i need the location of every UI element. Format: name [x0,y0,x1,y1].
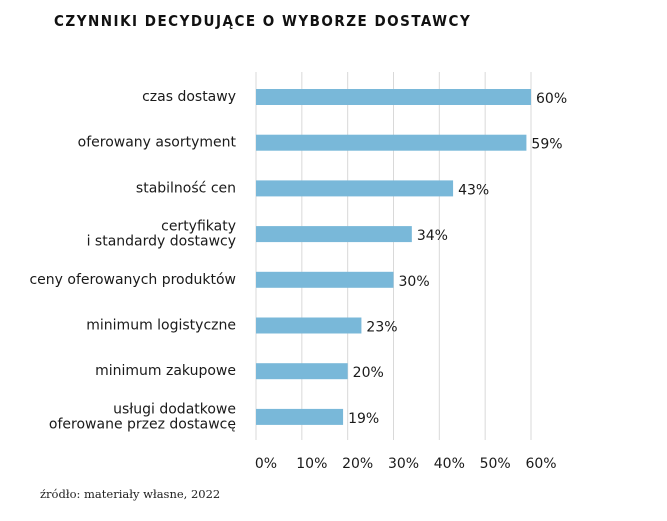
value-label: 19% [348,411,379,427]
x-tick-label: 30% [388,456,419,472]
category-label-line: i standardy dostawcy [87,234,236,250]
grid-lines [255,72,532,440]
category-label: certyfikaty i standardy dostawcy [87,219,236,250]
bar [256,408,344,425]
category-label-line: stabilność cen [136,180,236,196]
value-label: 30% [399,274,430,290]
value-label: 43% [458,182,489,198]
bars [256,89,531,425]
value-label: 59% [531,137,562,153]
category-label-line: oferowany asortyment [78,135,237,151]
value-label: 34% [417,228,448,244]
x-tick-label: 50% [480,456,511,472]
category-label: oferowany asortyment [78,135,237,151]
category-label: usługi dodatkowe oferowane przez dostawcę [49,401,236,432]
category-label-line: oferowane przez dostawcę [49,416,236,432]
value-label: 23% [366,320,397,336]
source-note: źródło: materiały własne, 2022 [40,487,221,501]
bar [256,180,454,197]
bar [256,134,527,151]
x-tick-label: 10% [296,456,327,472]
category-label: minimum logistyczne [86,318,236,334]
x-tick-label: 60% [525,456,556,472]
bar [256,226,412,243]
category-label-line: minimum zakupowe [95,363,236,379]
category-label-line: usługi dodatkowe [113,401,236,417]
category-labels: czas dostawy oferowany asortyment stabilno… [29,89,236,432]
bar [256,317,362,334]
category-label-line: czas dostawy [142,89,236,105]
value-label: 20% [353,365,384,381]
value-label: 60% [536,91,567,107]
bar [256,89,531,105]
category-label: czas dostawy [142,89,236,105]
bar [256,271,394,288]
category-label-line: ceny oferowanych produktów [29,272,236,288]
category-label: stabilność cen [136,180,236,196]
x-tick-label: 20% [342,456,373,472]
category-label: minimum zakupowe [95,363,236,379]
bar [256,363,348,380]
x-tick-label: 0% [255,456,277,472]
category-label-line: minimum logistyczne [86,318,236,334]
value-labels: 60% 59% 43% 34% 30% 23% 20% 19% [348,91,567,427]
chart-title: CZYNNIKI DECYDUJĄCE O WYBORZE DOSTAWCY [54,12,472,30]
category-label-line: certyfikaty [161,219,236,235]
x-axis-ticks: 0% 10% 20% 30% 40% 50% 60% [255,456,557,472]
x-tick-label: 40% [434,456,465,472]
category-label: ceny oferowanych produktów [29,272,236,288]
